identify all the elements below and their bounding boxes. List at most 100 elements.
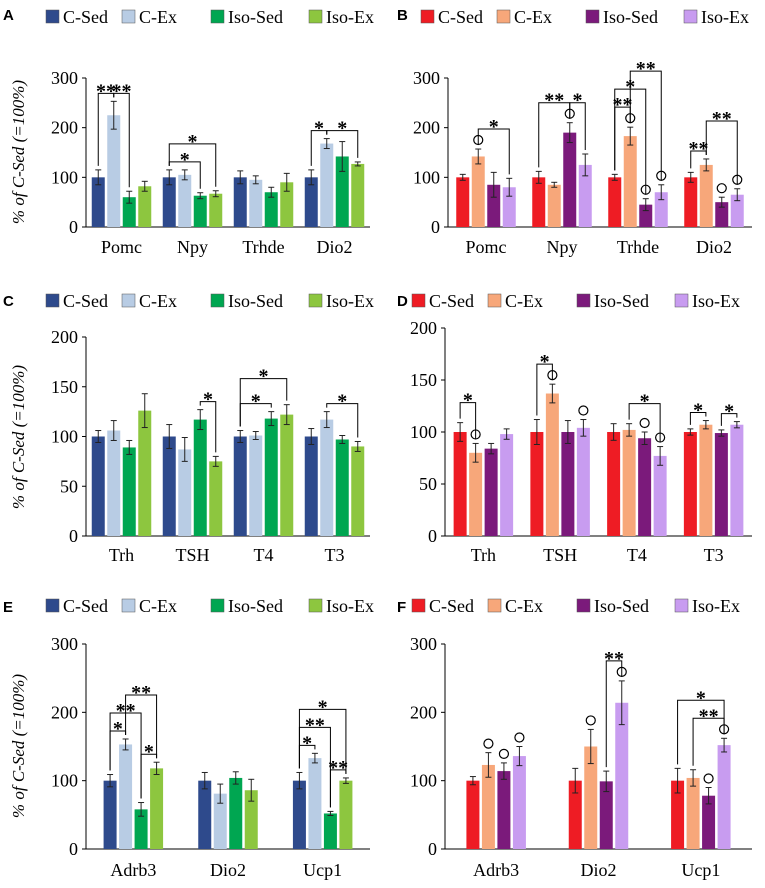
legend-label: Iso-Sed <box>228 291 283 311</box>
bar <box>320 419 334 536</box>
legend-label: Iso-Ex <box>326 7 374 27</box>
bar <box>323 813 337 849</box>
x-category-label: Dio2 <box>581 860 617 880</box>
bar <box>91 177 105 227</box>
y-tick-label: 0 <box>428 839 437 859</box>
bar <box>607 432 621 536</box>
bar <box>292 780 306 849</box>
bar <box>178 174 192 227</box>
legend-label: C-Sed <box>438 7 483 27</box>
legend-label: C-Ex <box>505 596 543 616</box>
significance-bracket <box>605 660 623 768</box>
bar <box>653 455 667 536</box>
chart-panel-f: F C-Sed C-Ex Iso-Sed Iso-Ex 0 100 200 300 Adrb3 Di… <box>397 596 752 880</box>
significance-label: * <box>259 366 269 388</box>
significance-label: ** <box>112 80 132 102</box>
legend-swatch-iso-sed <box>210 9 225 24</box>
x-category-label: Adrb3 <box>110 860 156 880</box>
significance-label: * <box>144 741 154 763</box>
x-category-label: T4 <box>254 545 274 565</box>
legend-label: C-Sed <box>63 596 108 616</box>
bar <box>532 177 546 227</box>
x-category-label: Pomc <box>465 237 506 257</box>
y-tick-label: 300 <box>413 68 440 88</box>
legend-swatch-c-sed <box>45 293 60 308</box>
legend-swatch-c-sed <box>45 9 60 24</box>
significance-bracket <box>477 128 510 175</box>
bar <box>497 771 511 849</box>
significance-bracket <box>677 699 725 765</box>
legend-swatch-iso-sed <box>210 598 225 613</box>
chart-panel-b: B C-Sed C-Ex Iso-Sed Iso-Ex 0 100 200 300 Pomc Npy… <box>397 7 752 257</box>
bar <box>615 702 629 849</box>
y-tick-label: 150 <box>51 377 78 397</box>
bar <box>193 419 207 536</box>
legend-label: Iso-Ex <box>326 291 374 311</box>
legend-label: Iso-Ex <box>692 291 740 311</box>
legend-swatch-c-ex <box>487 598 502 613</box>
y-tick-label: 100 <box>51 167 78 187</box>
significance-circle <box>514 732 525 743</box>
bar <box>545 393 559 536</box>
bar <box>715 202 729 227</box>
significance-bracket <box>720 413 738 426</box>
y-tick-label: 0 <box>69 839 78 859</box>
legend-label: Iso-Sed <box>228 7 283 27</box>
bar <box>264 418 278 536</box>
legend-label: Iso-Sed <box>603 7 658 27</box>
bar <box>654 192 668 227</box>
bar <box>209 193 223 227</box>
x-category-label: T3 <box>325 545 345 565</box>
significance-label: ** <box>328 757 348 779</box>
legend-label: C-Ex <box>505 291 543 311</box>
significance-label: ** <box>613 94 633 116</box>
significance-bracket <box>326 130 359 158</box>
significance-bracket <box>628 403 661 443</box>
legend-swatch-c-sed <box>411 293 426 308</box>
x-category-label: Trhde <box>617 237 659 257</box>
y-tick-label: 0 <box>69 526 78 546</box>
legend-swatch-iso-ex <box>674 293 689 308</box>
significance-label: * <box>337 391 347 413</box>
bar <box>138 186 152 227</box>
bar <box>308 758 322 849</box>
chart-panel-a: A C-Sed C-Ex Iso-Sed Iso-Ex 0 100 200 300 Pomc Npy… <box>3 7 374 257</box>
panel-letter: D <box>397 293 408 310</box>
legend-label: Iso-Ex <box>701 7 749 27</box>
significance-bracket <box>168 143 217 187</box>
bar <box>530 432 544 536</box>
legend-label: Iso-Ex <box>326 596 374 616</box>
legend-label: C-Ex <box>139 291 177 311</box>
legend-label: C-Sed <box>429 291 474 311</box>
significance-bracket <box>536 363 553 416</box>
y-tick-label: 100 <box>51 427 78 447</box>
bar <box>193 195 207 227</box>
bar <box>578 164 592 227</box>
significance-circle <box>483 738 494 749</box>
bar <box>481 764 495 849</box>
bar <box>484 448 498 536</box>
significance-circle <box>703 773 714 784</box>
bar <box>568 780 582 849</box>
bar <box>103 780 117 849</box>
significance-label: * <box>540 351 550 373</box>
panel-letter: E <box>3 599 13 616</box>
legend-label: Iso-Sed <box>228 596 283 616</box>
y-tick-label: 0 <box>428 526 437 546</box>
y-tick-label: 300 <box>51 634 78 654</box>
legend-label: C-Ex <box>139 7 177 27</box>
legend-label: C-Ex <box>139 596 177 616</box>
y-tick-label: 100 <box>410 771 437 791</box>
y-tick-label: 50 <box>60 476 78 496</box>
y-tick-label: 200 <box>410 318 437 338</box>
bar <box>134 809 148 849</box>
bar <box>576 427 590 536</box>
y-tick-label: 100 <box>410 422 437 442</box>
legend-label: C-Sed <box>63 7 108 27</box>
bar <box>717 745 731 849</box>
y-tick-label: 200 <box>410 702 437 722</box>
significance-label: * <box>302 732 312 754</box>
significance-bracket <box>199 401 217 453</box>
significance-circle <box>585 715 596 726</box>
